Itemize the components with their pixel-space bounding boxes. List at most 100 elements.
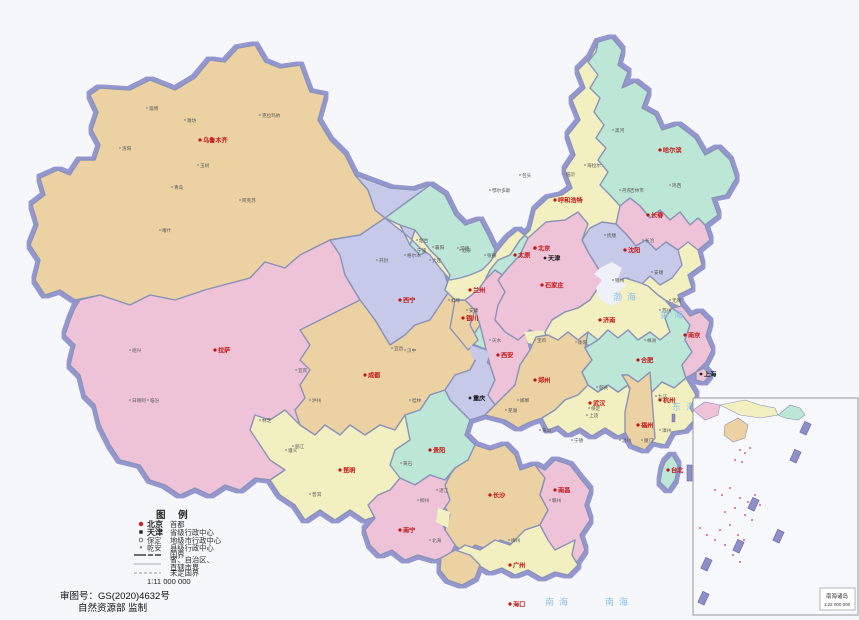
svg-text:洛阳: 洛阳: [122, 145, 132, 152]
svg-text:石家庄: 石家庄: [544, 282, 564, 290]
svg-text:桂林: 桂林: [412, 397, 422, 404]
svg-text:韶关: 韶关: [599, 384, 609, 391]
svg-text:襄阳: 襄阳: [435, 244, 445, 251]
svg-text:重庆: 重庆: [473, 395, 486, 403]
svg-text:宜昌: 宜昌: [394, 345, 404, 352]
svg-text:安顺: 安顺: [654, 269, 664, 276]
svg-text:自然资源部 监制: 自然资源部 监制: [78, 602, 147, 614]
svg-text:太原: 太原: [518, 252, 531, 260]
svg-text:黄石: 黄石: [403, 460, 413, 467]
svg-text:林芝: 林芝: [262, 417, 272, 424]
svg-text:天水: 天水: [492, 337, 502, 344]
svg-text:株洲: 株洲: [647, 337, 657, 344]
svg-text:宁德: 宁德: [574, 437, 584, 444]
svg-text:哈尔滨: 哈尔滨: [663, 147, 682, 155]
svg-text:鄂尔多斯: 鄂尔多斯: [492, 187, 511, 194]
svg-text:北海: 北海: [432, 537, 442, 544]
svg-text:漳州: 漳州: [662, 427, 672, 434]
svg-text:福州: 福州: [640, 422, 653, 430]
svg-text:绍兴: 绍兴: [132, 347, 142, 354]
svg-text:长春: 长春: [651, 212, 664, 220]
svg-text:黄海: 黄海: [660, 309, 688, 320]
svg-text:长沙: 长沙: [493, 492, 506, 500]
svg-text:上海: 上海: [704, 371, 717, 379]
svg-text:兰州: 兰州: [473, 287, 485, 295]
svg-text:邯郸: 邯郸: [520, 397, 530, 404]
svg-text:贵阳: 贵阳: [433, 447, 445, 455]
svg-text:1∶11 000 000: 1∶11 000 000: [147, 577, 191, 586]
svg-text:南海诸岛: 南海诸岛: [826, 592, 849, 600]
svg-text:梅州: 梅州: [511, 537, 521, 544]
svg-text:合肥: 合肥: [641, 357, 654, 365]
svg-text:湛江: 湛江: [439, 487, 449, 494]
svg-text:宜宾: 宜宾: [298, 367, 308, 374]
svg-text:安康: 安康: [469, 307, 479, 314]
svg-text:无锡: 无锡: [672, 297, 682, 304]
svg-text:蚌埠: 蚌埠: [451, 297, 461, 304]
svg-text:开封: 开封: [379, 257, 389, 264]
svg-text:天津: 天津: [548, 255, 561, 263]
svg-text:南海: 南海: [545, 596, 573, 607]
svg-text:海拉尔: 海拉尔: [587, 162, 601, 169]
svg-text:审图号：GS(2020)4632号: 审图号：GS(2020)4632号: [60, 590, 170, 602]
svg-text:成都: 成都: [368, 372, 381, 380]
svg-text:拉萨: 拉萨: [218, 347, 231, 355]
svg-text:阿克苏: 阿克苏: [242, 197, 256, 204]
svg-text:淄博: 淄博: [149, 105, 159, 112]
svg-text:包头: 包头: [522, 172, 532, 179]
svg-text:张掖: 张掖: [487, 252, 497, 259]
svg-text:吉林市: 吉林市: [630, 187, 644, 194]
svg-text:乾安: 乾安: [147, 543, 162, 552]
svg-text:赣州: 赣州: [552, 497, 562, 504]
svg-text:南海: 南海: [605, 596, 633, 607]
svg-text:台北: 台北: [671, 467, 684, 475]
svg-text:遵义: 遵义: [288, 447, 298, 454]
svg-text:武汉: 武汉: [593, 400, 606, 408]
svg-text:临汾: 临汾: [150, 397, 160, 404]
svg-text:济南: 济南: [603, 317, 615, 325]
svg-text:大连: 大连: [432, 257, 442, 264]
svg-text:鸡西: 鸡西: [672, 182, 682, 189]
svg-text:潍坊: 潍坊: [187, 117, 197, 124]
svg-text:乌鲁木齐: 乌鲁木齐: [203, 137, 229, 145]
svg-text:克拉玛依: 克拉玛依: [262, 112, 281, 119]
svg-text:郑州: 郑州: [538, 377, 550, 385]
svg-text:临沂: 临沂: [566, 171, 576, 178]
svg-text:呼和浩特: 呼和浩特: [558, 197, 584, 205]
svg-text:南京: 南京: [688, 332, 700, 340]
svg-text:芜湖: 芜湖: [508, 407, 518, 414]
svg-text:西安: 西安: [501, 352, 513, 360]
svg-text:北京: 北京: [538, 245, 550, 253]
svg-text:日喀则: 日喀则: [132, 397, 146, 404]
svg-text:厦门: 厦门: [644, 437, 654, 444]
svg-text:南昌: 南昌: [558, 487, 570, 495]
svg-text:宝鸡: 宝鸡: [537, 337, 547, 344]
svg-text:长治: 长治: [645, 237, 655, 244]
svg-text:烟台: 烟台: [419, 237, 429, 244]
svg-text:上饶: 上饶: [589, 412, 599, 419]
svg-text:广州: 广州: [513, 562, 525, 570]
svg-text:泸州: 泸州: [312, 397, 322, 404]
svg-text:渤海: 渤海: [613, 291, 641, 302]
svg-text:银川: 银川: [466, 315, 478, 323]
svg-text:西宁: 西宁: [403, 297, 415, 305]
svg-text:喀什: 喀什: [162, 227, 172, 234]
svg-text:抚顺: 抚顺: [607, 232, 617, 239]
svg-text:温州: 温州: [622, 437, 632, 444]
svg-text:黑河: 黑河: [615, 127, 625, 134]
svg-text:1∶22 000 000: 1∶22 000 000: [824, 602, 851, 607]
svg-text:柳州: 柳州: [420, 497, 430, 504]
svg-text:黄山: 黄山: [542, 427, 552, 434]
svg-text:锦州: 锦州: [615, 277, 625, 284]
svg-text:普洱: 普洱: [312, 491, 322, 498]
svg-text:玉树: 玉树: [200, 162, 210, 169]
svg-text:南宁: 南宁: [403, 527, 415, 535]
svg-text:海口: 海口: [513, 601, 525, 609]
svg-text:昆明: 昆明: [343, 467, 355, 475]
svg-text:沈阳: 沈阳: [628, 247, 640, 255]
svg-text:汉中: 汉中: [407, 347, 417, 354]
svg-text:青岛: 青岛: [174, 184, 184, 191]
svg-text:格尔木: 格尔木: [407, 252, 421, 259]
svg-text:衡阳: 衡阳: [578, 339, 588, 346]
svg-text:酒泉: 酒泉: [462, 247, 472, 254]
